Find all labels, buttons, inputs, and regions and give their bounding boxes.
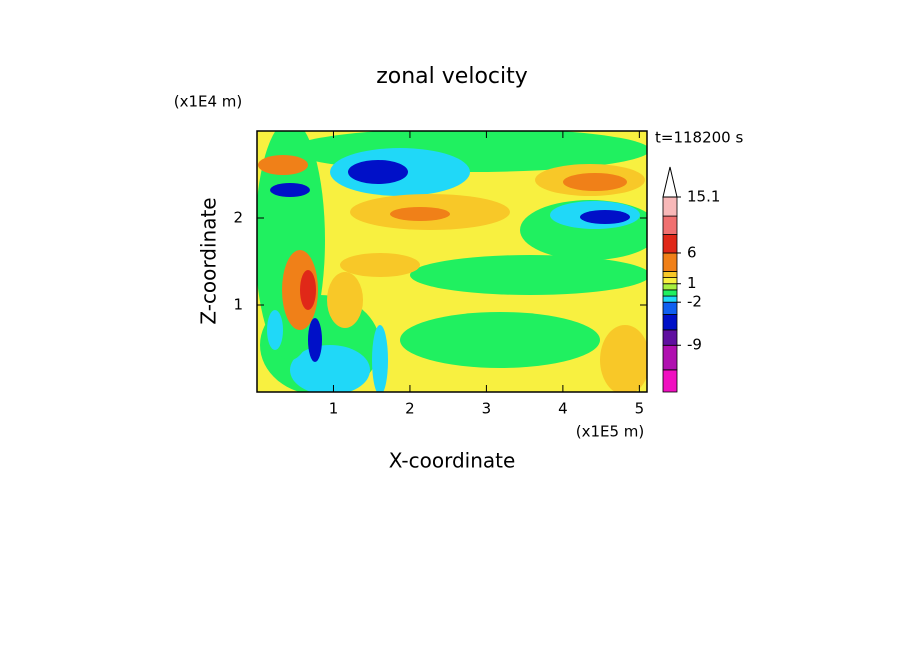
colorbar-tick-label: 1 [687,274,697,292]
y-unit: (x1E4 m) [174,93,243,111]
colorbar-segment [662,329,678,346]
colorbar-segment [662,196,678,217]
contour-field [257,131,647,392]
x-tick-label: 2 [405,400,415,418]
time-label: t=118200 s [655,129,743,147]
colorbar-segment [662,289,678,297]
colorbar-segment [662,344,678,371]
colorbar-segment [662,252,678,272]
x-tick-label: 3 [482,400,492,418]
plot-frame [256,130,648,393]
x-tick-label: 4 [558,400,568,418]
x-tick-label: 5 [635,400,645,418]
x-unit: (x1E5 m) [576,423,645,441]
colorbar-segment [662,295,678,303]
chart-title: zonal velocity [376,64,528,89]
colorbar-segment [662,283,678,291]
y-tick-label: 1 [233,296,243,314]
y-axis-label: Z-coordinate [197,197,221,324]
colorbar-tick-label: -2 [687,293,702,311]
colorbar-segment [662,234,678,254]
colorbar-segment [662,271,678,278]
colorbar-segment [662,277,678,285]
y-tick-label: 2 [233,209,243,227]
x-tick-label: 1 [329,400,339,418]
colorbar-segment [662,215,678,235]
colorbar-tick-label: -9 [687,336,702,354]
colorbar-tick-label: 15.1 [687,188,720,206]
colorbar-segment [662,301,678,315]
colorbar-extension [662,166,678,198]
colorbar-tick-label: 6 [687,243,697,261]
x-axis-label: X-coordinate [389,449,516,473]
colorbar-segment [662,369,678,393]
colorbar-segment [662,314,678,331]
